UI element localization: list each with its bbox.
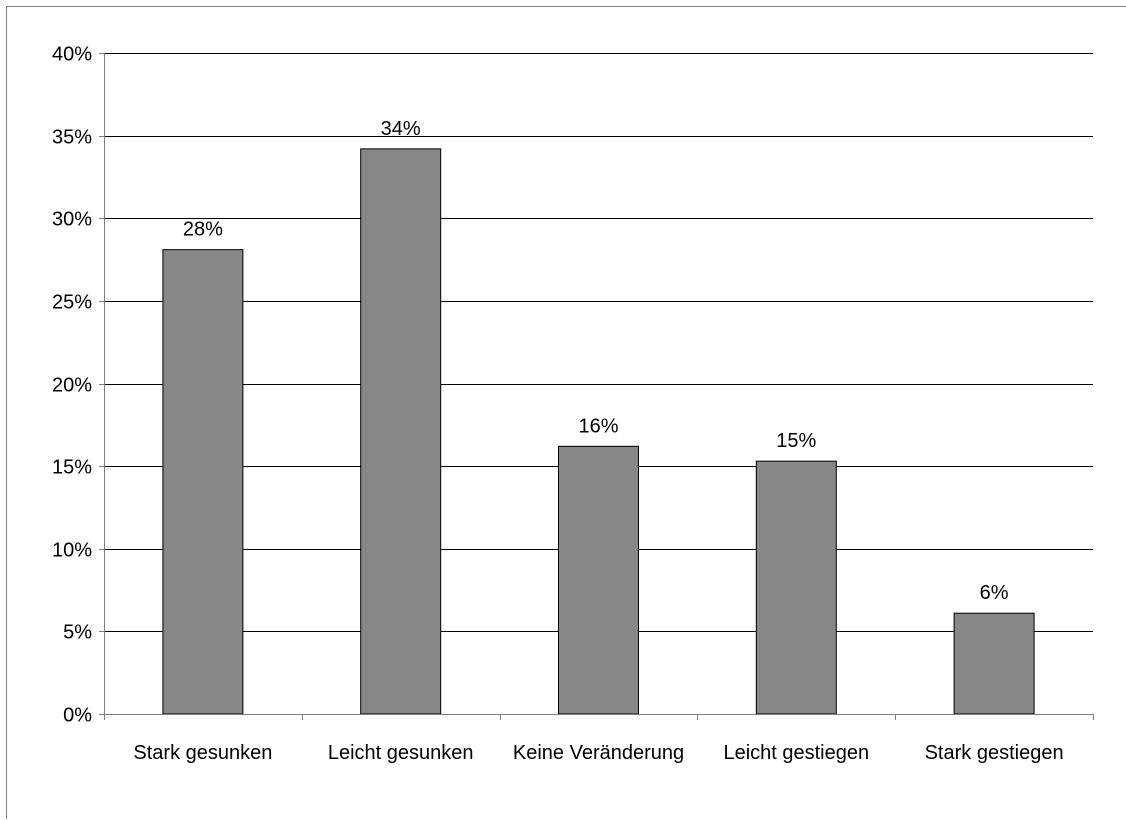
y-tick-label: 40% xyxy=(52,44,92,66)
x-tick-label: Stark gestiegen xyxy=(925,742,1064,764)
y-tick-label: 30% xyxy=(52,209,92,231)
bar xyxy=(953,612,1035,715)
data-label: 28% xyxy=(183,219,223,241)
y-tick-label: 10% xyxy=(52,540,92,562)
bar xyxy=(558,445,639,715)
y-tick-label: 0% xyxy=(63,705,92,727)
data-label: 34% xyxy=(381,118,421,140)
bar xyxy=(360,148,442,715)
y-tick-label: 15% xyxy=(52,457,92,479)
data-label: 16% xyxy=(578,415,618,437)
bar xyxy=(162,249,244,715)
x-tick-label: Keine Veränderung xyxy=(513,742,684,764)
bar xyxy=(755,460,837,715)
x-tick-label: Leicht gesunken xyxy=(328,742,474,764)
y-tick-label: 5% xyxy=(63,622,92,644)
y-tick-label: 35% xyxy=(52,127,92,149)
x-tick-label: Stark gesunken xyxy=(133,742,272,764)
y-tick-label: 25% xyxy=(52,292,92,314)
bar-chart: 0% 5% 10% 15% 20% 25% 30% 35% 40% 28% Stark gesunk… xyxy=(52,44,1094,765)
x-tick-label: Leicht gestiegen xyxy=(723,742,869,764)
axes xyxy=(99,53,1094,720)
chart-frame: 0% 5% 10% 15% 20% 25% 30% 35% 40% 28% Stark gesunk… xyxy=(6,6,1126,819)
data-label: 15% xyxy=(776,430,816,452)
y-tick-label: 20% xyxy=(52,375,92,397)
labels: 0% 5% 10% 15% 20% 25% 30% 35% 40% 28% Stark gesunk… xyxy=(52,44,1064,765)
bars xyxy=(162,148,1035,715)
data-label: 6% xyxy=(980,582,1009,604)
